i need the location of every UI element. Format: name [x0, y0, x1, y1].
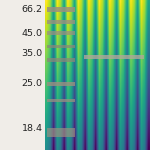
Bar	[46, 8, 75, 12]
Bar	[46, 82, 75, 86]
Bar	[46, 31, 75, 35]
Bar	[46, 58, 75, 62]
Bar	[46, 99, 75, 102]
Text: 35.0: 35.0	[22, 50, 43, 58]
Bar	[46, 20, 75, 24]
Text: 25.0: 25.0	[22, 80, 43, 88]
Text: 45.0: 45.0	[22, 28, 43, 38]
Text: 66.2: 66.2	[22, 5, 43, 14]
Bar	[84, 55, 144, 59]
Bar	[0, 0, 45, 150]
Bar	[46, 128, 75, 137]
Bar	[46, 45, 75, 48]
Text: 18.4: 18.4	[22, 124, 43, 133]
